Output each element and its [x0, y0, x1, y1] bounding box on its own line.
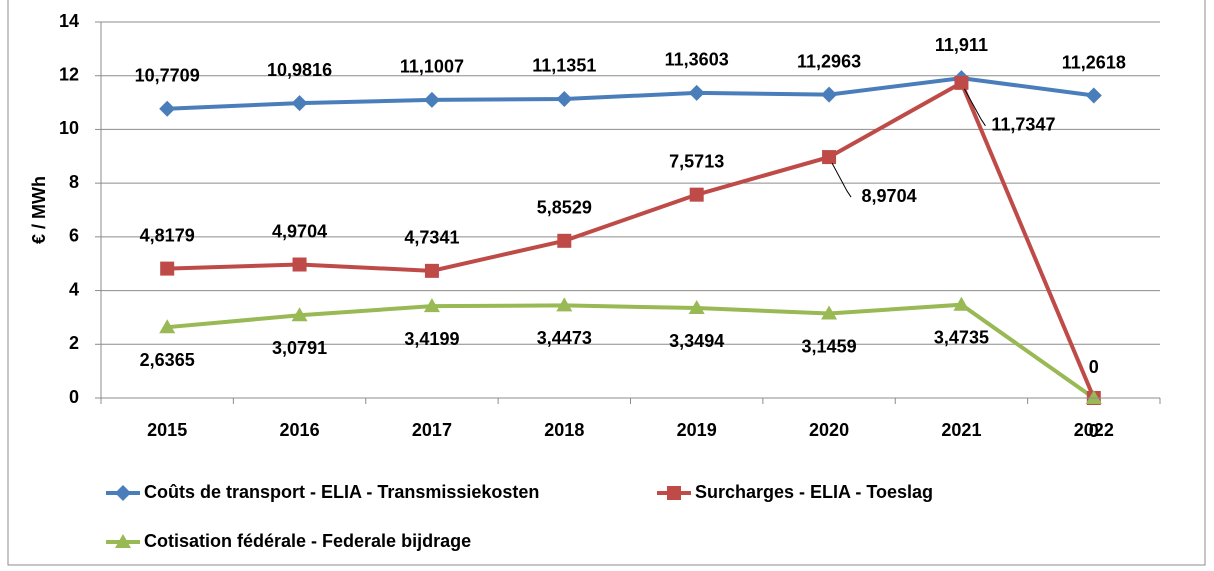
data-label: 3,4199 — [404, 329, 459, 349]
data-label: 11,2963 — [797, 51, 861, 71]
data-point — [160, 261, 175, 276]
legend-marker — [115, 485, 131, 501]
data-label: 11,7347 — [991, 115, 1055, 135]
y-tick-label: 0 — [69, 387, 79, 407]
y-tick-label: 4 — [69, 279, 79, 299]
data-point — [821, 86, 838, 103]
data-label: 11,2618 — [1062, 52, 1126, 72]
data-point — [953, 296, 970, 311]
data-point — [1085, 390, 1102, 404]
data-point — [557, 233, 572, 248]
chart-frame — [7, 0, 1206, 566]
x-tick-label: 2017 — [412, 420, 452, 440]
data-label: 11,1007 — [400, 57, 464, 77]
data-point — [688, 84, 705, 101]
data-label: 11,3603 — [665, 50, 729, 70]
x-tick-label: 2015 — [147, 420, 187, 440]
data-point — [291, 307, 308, 322]
data-point — [822, 150, 837, 165]
legend-marker — [667, 486, 681, 500]
data-point — [424, 263, 439, 278]
legend-label: Cotisation fédérale - Federale bijdrage — [144, 531, 471, 551]
y-tick-label: 2 — [69, 333, 79, 353]
data-label: 3,4735 — [934, 327, 989, 347]
x-tick-label: 2019 — [677, 420, 717, 440]
data-label: 3,0791 — [272, 338, 327, 358]
data-label: 7,5713 — [669, 151, 724, 171]
data-point — [689, 187, 704, 202]
y-axis-label: € / MWh — [29, 176, 49, 244]
data-label: 2,6365 — [140, 350, 195, 370]
data-label: 4,7341 — [404, 228, 459, 248]
y-tick-label: 10 — [59, 118, 79, 138]
data-point — [423, 91, 440, 108]
data-label: 3,3494 — [669, 331, 724, 351]
legend-label: Surcharges - ELIA - Toeslag — [695, 482, 933, 502]
data-label: 3,1459 — [802, 336, 857, 356]
legend-label: Coûts de transport - ELIA - Transmissiek… — [144, 482, 539, 502]
x-tick-label: 2021 — [941, 420, 981, 440]
data-label: 4,8179 — [140, 225, 195, 245]
x-tick-label: 2020 — [809, 420, 849, 440]
data-point — [556, 297, 573, 312]
y-tick-label: 6 — [69, 226, 79, 246]
series-line — [167, 79, 1096, 399]
data-label: 4,9704 — [272, 221, 327, 241]
data-point — [954, 75, 969, 90]
data-point — [292, 257, 307, 272]
x-tick-label: 2018 — [544, 420, 584, 440]
data-label: 0 — [1089, 357, 1099, 377]
leader-line — [831, 162, 852, 198]
data-point — [556, 90, 573, 107]
data-point — [159, 319, 176, 334]
data-point — [1085, 87, 1102, 104]
y-tick-label: 8 — [69, 172, 79, 192]
y-tick-label: 14 — [59, 11, 79, 31]
data-label: 10,9816 — [267, 60, 332, 80]
series-line — [167, 76, 1095, 111]
data-point — [688, 300, 705, 315]
y-tick-label: 12 — [59, 64, 79, 84]
data-point — [159, 100, 176, 117]
data-label: 10,7709 — [135, 65, 200, 85]
data-label: 0 — [1089, 421, 1099, 441]
leader-line — [963, 88, 986, 127]
data-label: 8,9704 — [862, 186, 917, 206]
data-label: 3,4473 — [537, 328, 592, 348]
data-point — [821, 305, 838, 320]
series-line — [167, 302, 1095, 400]
data-label: 11,1351 — [532, 56, 596, 76]
data-point — [423, 298, 440, 313]
x-tick-label: 2022 — [1074, 420, 1114, 440]
data-label: 5,8529 — [537, 198, 592, 218]
data-label: 11,911 — [935, 35, 988, 55]
legend-marker — [115, 534, 131, 548]
x-tick-label: 2016 — [280, 420, 320, 440]
data-point — [291, 95, 308, 112]
